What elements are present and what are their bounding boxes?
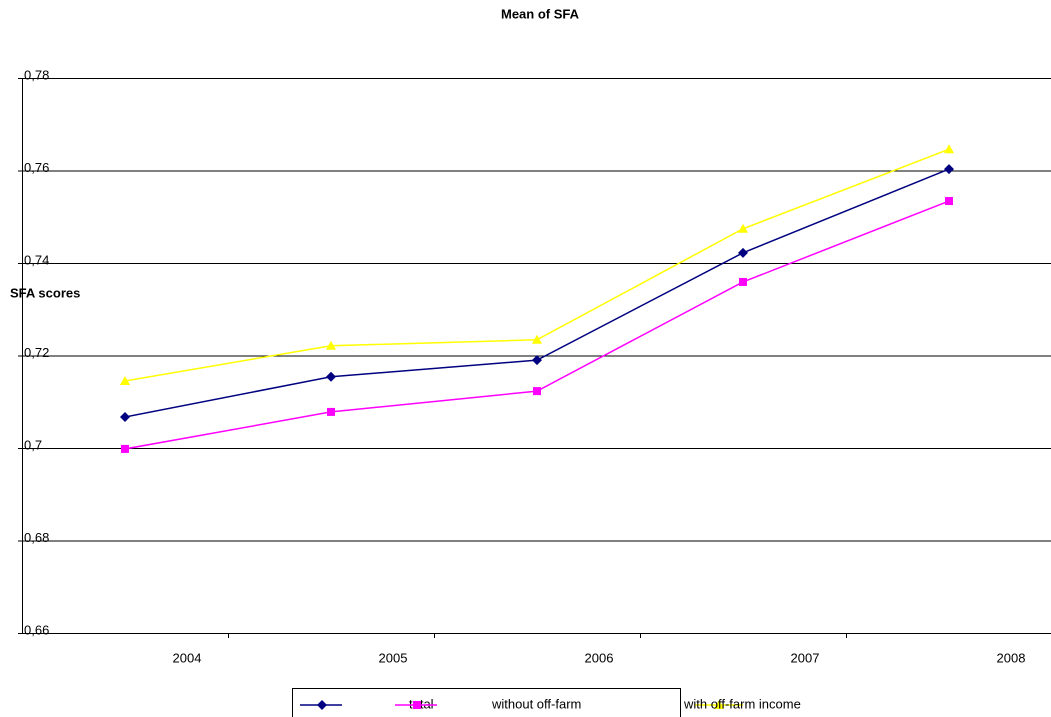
marker <box>532 355 542 366</box>
x-tick-label: 2005 <box>379 650 408 665</box>
marker <box>327 407 335 416</box>
marker <box>326 340 336 350</box>
marker <box>738 223 748 233</box>
y-tick-label: 0,72 <box>24 345 49 360</box>
y-tick-label: 0,76 <box>24 160 49 175</box>
marker <box>945 197 953 206</box>
series-line <box>124 168 950 418</box>
y-tick-label: 0,68 <box>24 530 49 545</box>
y-tick-label: 0,74 <box>24 252 49 267</box>
marker <box>121 444 129 453</box>
y-tick-label: 0,7 <box>24 437 42 452</box>
marker <box>738 247 748 258</box>
legend-label: total <box>409 696 434 711</box>
series-line <box>124 200 950 450</box>
x-tick-label: 2007 <box>791 650 820 665</box>
y-tick-label: 0,66 <box>24 622 49 637</box>
marker <box>739 277 747 286</box>
series-line <box>124 148 950 382</box>
legend-label: with off-farm income <box>683 696 801 711</box>
y-tick-label: 0,78 <box>24 67 49 82</box>
x-tick-label: 2004 <box>173 650 202 665</box>
marker <box>532 334 542 344</box>
x-tick-label: 2006 <box>585 650 614 665</box>
marker <box>120 412 130 423</box>
marker <box>120 375 130 385</box>
marker <box>944 144 954 154</box>
marker <box>533 387 541 396</box>
chart-title: Mean of SFA <box>501 6 580 21</box>
marker <box>944 164 954 175</box>
legend-label: without off-farm <box>491 696 581 711</box>
x-tick-label: 2008 <box>997 650 1026 665</box>
marker <box>317 700 327 710</box>
marker <box>714 700 724 709</box>
y-axis-label: SFA scores <box>10 285 80 300</box>
legend-box <box>292 688 681 717</box>
marker <box>326 371 336 382</box>
marker <box>413 701 421 709</box>
